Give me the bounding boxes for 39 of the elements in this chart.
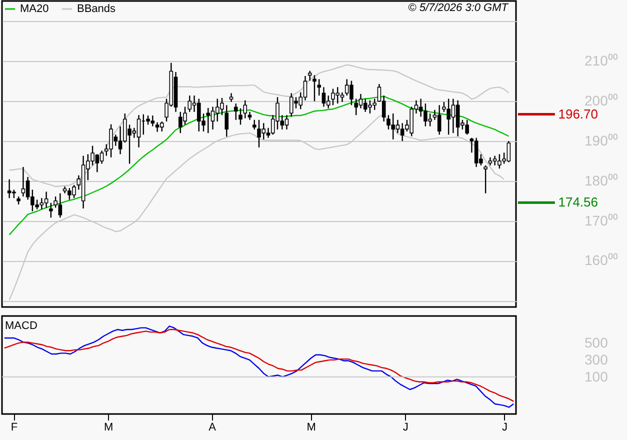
- candlestick: [206, 107, 210, 134]
- x-tick-label: J: [402, 422, 408, 434]
- candlestick: [252, 119, 256, 130]
- candlestick: [238, 108, 242, 126]
- x-tick-label: M: [306, 422, 316, 434]
- y-tick-label: 200⁰⁰: [584, 92, 618, 109]
- candlestick: [136, 114, 141, 148]
- y-tick-label: 100: [584, 368, 608, 384]
- candlestick: [44, 191, 48, 208]
- legend-label: MA20: [20, 3, 49, 15]
- y-tick-label: 170⁰⁰: [584, 212, 618, 228]
- chart-title: MACD: [5, 320, 38, 332]
- ref-line-label: 174.56: [558, 194, 598, 210]
- y-tick-label: 300: [584, 351, 608, 368]
- candlestick: [100, 150, 104, 164]
- x-tick-label: J: [502, 422, 508, 434]
- x-tick-label: M: [104, 422, 114, 434]
- ref-line-label: 196.70: [558, 106, 598, 122]
- candlestick: [224, 104, 229, 138]
- candlestick: [21, 166, 26, 198]
- annotation: © 5/7/2026 3:0 GMT: [408, 2, 510, 14]
- candlestick: [308, 70, 312, 82]
- candlestick: [188, 94, 192, 113]
- y-tick-label: 160⁰⁰: [584, 252, 618, 268]
- candlestick: [317, 78, 322, 96]
- candlestick: [312, 74, 316, 102]
- candlestick: [243, 100, 248, 119]
- y-tick-label: 180⁰⁰: [584, 172, 618, 188]
- y-tick-label: 210⁰⁰: [584, 52, 618, 69]
- candlestick: [49, 202, 53, 218]
- candlestick: [234, 102, 238, 120]
- x-tick-label: A: [208, 422, 217, 434]
- candlestick: [437, 104, 442, 136]
- candlestick: [326, 94, 330, 109]
- legend-label: BBands: [77, 3, 116, 15]
- y-tick-label: 500: [584, 334, 608, 351]
- y-tick-label: 190⁰⁰: [584, 132, 618, 149]
- x-tick-label: F: [10, 422, 18, 434]
- candlestick: [484, 164, 488, 194]
